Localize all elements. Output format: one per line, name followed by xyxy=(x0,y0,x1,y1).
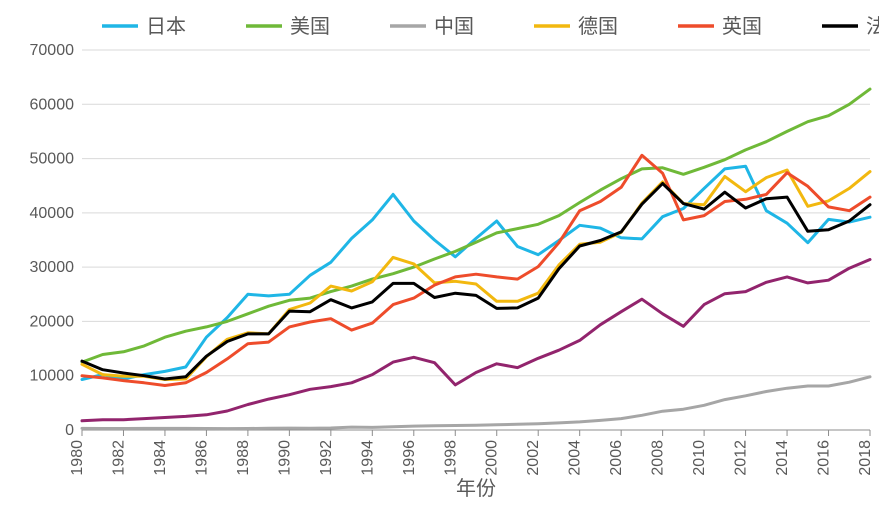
x-tick-label: 2016 xyxy=(816,440,833,476)
x-tick-label: 1992 xyxy=(318,440,335,476)
x-tick-label: 2002 xyxy=(525,440,542,476)
y-tick-label: 30000 xyxy=(30,259,75,276)
x-tick-label: 2008 xyxy=(650,440,667,476)
legend-label-5: 法国 xyxy=(866,15,879,38)
y-tick-label: 70000 xyxy=(30,42,75,59)
x-tick-label: 1982 xyxy=(110,440,127,476)
x-tick-label: 1980 xyxy=(69,440,86,476)
chart-svg: 0 10000 20000 30000 40000 50000 60000 70000 1980… xyxy=(0,0,879,505)
legend-label-4: 英国 xyxy=(722,15,762,38)
y-tick-label: 20000 xyxy=(30,313,75,330)
x-tick-label: 1984 xyxy=(152,440,169,476)
x-tick-label: 2006 xyxy=(608,440,625,476)
x-tick-label: 2004 xyxy=(567,440,584,476)
x-tick-label: 2010 xyxy=(691,440,708,476)
y-tick-label: 0 xyxy=(65,422,74,439)
x-tick-label: 2012 xyxy=(733,440,750,476)
x-tick-label: 1990 xyxy=(276,440,293,476)
x-tick-label: 1994 xyxy=(359,440,376,476)
y-tick-label: 50000 xyxy=(30,151,75,168)
legend-label-0: 日本 xyxy=(146,15,186,38)
x-tick-label: 1998 xyxy=(442,440,459,476)
legend-label-2: 中国 xyxy=(434,15,474,38)
x-tick-label: 2014 xyxy=(774,440,791,476)
legend-label-3: 德国 xyxy=(578,15,618,38)
x-tick-label: 1996 xyxy=(401,440,418,476)
y-tick-label: 40000 xyxy=(30,205,75,222)
x-tick-label: 2018 xyxy=(857,440,874,476)
x-tick-label: 1986 xyxy=(193,440,210,476)
y-tick-label: 60000 xyxy=(30,96,75,113)
line-chart: 0 10000 20000 30000 40000 50000 60000 70000 1980… xyxy=(0,0,879,505)
x-axis-title: 年份 xyxy=(456,477,496,500)
legend-label-1: 美国 xyxy=(290,15,330,38)
x-tick-label: 1988 xyxy=(235,440,252,476)
y-tick-label: 10000 xyxy=(30,368,75,385)
x-tick-label: 2000 xyxy=(484,440,501,476)
